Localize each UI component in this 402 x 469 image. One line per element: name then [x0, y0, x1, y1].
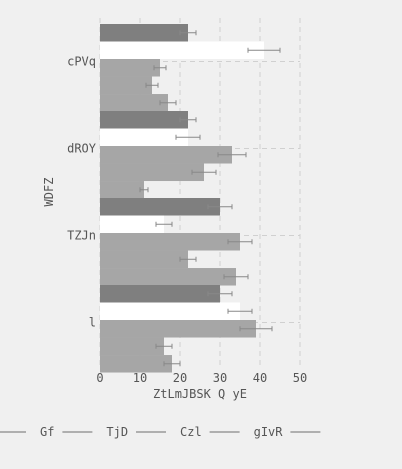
bar	[100, 285, 220, 303]
bar	[100, 59, 160, 77]
bar	[100, 41, 264, 60]
x-tick-label: 30	[213, 371, 227, 385]
x-tick-label: 40	[253, 371, 267, 385]
legend-label: Gf	[40, 425, 54, 439]
bar	[100, 302, 240, 321]
bar	[100, 233, 240, 251]
x-axis-label: ZtLmJBSK Q yE	[153, 387, 247, 401]
bar	[100, 337, 164, 356]
x-tick-label: 10	[133, 371, 147, 385]
y-tick-label: TZJn	[67, 229, 96, 243]
bar	[100, 215, 164, 234]
bar	[100, 268, 236, 286]
bar	[100, 24, 188, 42]
bar	[100, 181, 144, 199]
legend-label: Czl	[180, 425, 202, 439]
y-tick-label: l	[89, 316, 96, 330]
y-tick-label: cPVq	[67, 55, 96, 69]
legend-label: gIvR	[254, 425, 284, 439]
x-tick-labels: 0 10 20 30 40 50	[96, 371, 307, 385]
y-tick-labels: cPVq dROY TZJn l	[67, 55, 97, 330]
x-tick-label: 0	[96, 371, 103, 385]
bar	[100, 94, 168, 112]
bar	[100, 198, 220, 216]
legend-label: TjD	[106, 425, 128, 439]
bar	[100, 320, 256, 338]
bar	[100, 250, 188, 269]
x-tick-label: 50	[293, 371, 307, 385]
bar	[100, 355, 172, 373]
y-tick-label: dROY	[67, 142, 97, 156]
bar	[100, 76, 152, 95]
bar	[100, 163, 204, 182]
x-tick-label: 20	[173, 371, 187, 385]
bars	[100, 24, 281, 373]
bar	[100, 128, 188, 147]
y-axis-label: WDFZ	[42, 178, 56, 207]
bar	[100, 146, 232, 164]
bar	[100, 111, 188, 129]
legend: Gf TjD Czl gIvR	[0, 425, 321, 439]
